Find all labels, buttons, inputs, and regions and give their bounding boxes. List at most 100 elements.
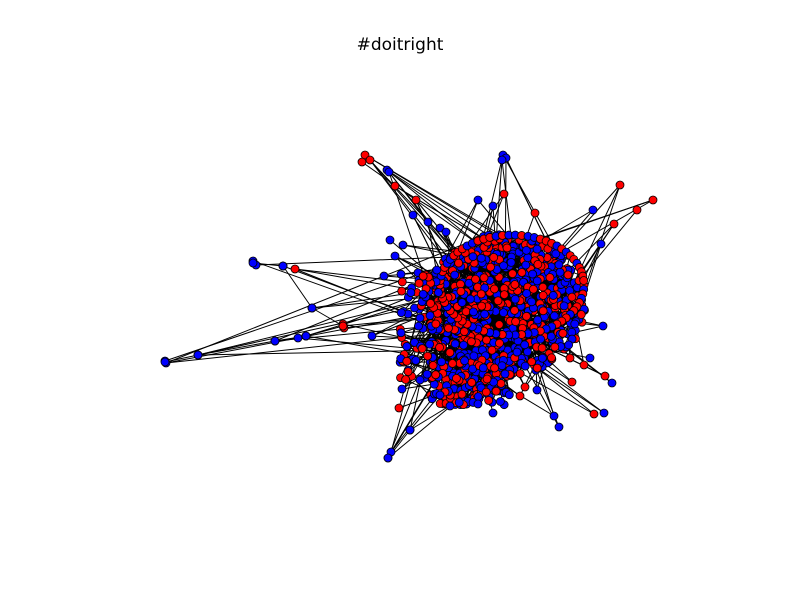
- graph-node-blue: [499, 261, 508, 271]
- graph-node-blue: [488, 201, 498, 211]
- graph-node-blue: [473, 392, 483, 402]
- graph-node-blue: [383, 453, 393, 463]
- graph-node-blue: [473, 195, 483, 205]
- graph-node-blue: [478, 363, 488, 373]
- graph-node-red: [609, 219, 619, 229]
- graph-node-red: [397, 286, 407, 296]
- graph-node-blue: [497, 361, 507, 371]
- graph-node-blue: [555, 267, 565, 277]
- graph-node-blue: [476, 253, 486, 263]
- graph-node-blue: [160, 357, 170, 367]
- graph-node-blue: [521, 245, 531, 255]
- graph-node-blue: [554, 260, 564, 270]
- graph-node-red: [558, 328, 568, 338]
- graph-node-red: [423, 351, 432, 361]
- graph-node-blue: [570, 319, 580, 329]
- graph-node-red: [365, 155, 375, 165]
- graph-node-red: [490, 284, 499, 294]
- graph-node-red: [431, 319, 441, 329]
- graph-node-blue: [367, 331, 377, 341]
- graph-node-blue: [248, 258, 258, 268]
- graph-node-blue: [418, 289, 428, 299]
- graph-node-red: [489, 253, 499, 262]
- graph-node-red: [457, 389, 467, 399]
- graph-node-blue: [536, 334, 546, 344]
- graph-node-red: [567, 292, 577, 302]
- graph-node-red: [589, 409, 599, 419]
- graph-node-blue: [425, 339, 435, 349]
- graph-node-blue: [499, 308, 508, 318]
- graph-node-red: [401, 375, 411, 384]
- graph-node-blue: [512, 347, 522, 357]
- graph-node-blue: [465, 294, 475, 304]
- graph-node-blue: [384, 167, 394, 177]
- graph-node-blue: [193, 350, 203, 360]
- graph-node-blue: [307, 303, 317, 313]
- graph-node-red: [290, 264, 300, 274]
- graph-node-blue: [528, 269, 537, 279]
- graph-node-red: [550, 342, 560, 352]
- graph-node-blue: [510, 294, 520, 304]
- graph-node-red: [461, 307, 471, 317]
- graph-node-red: [579, 360, 589, 370]
- graph-edge: [513, 368, 595, 415]
- graph-node-red: [491, 386, 501, 396]
- graph-node-red: [459, 327, 469, 336]
- graph-node-blue: [549, 411, 559, 421]
- graph-node-red: [648, 195, 658, 205]
- graph-node-blue: [398, 240, 408, 250]
- graph-node-red: [563, 270, 573, 280]
- graph-node-red: [567, 377, 577, 387]
- graph-node-red: [530, 208, 540, 218]
- graph-node-blue: [488, 408, 498, 418]
- graph-node-red: [477, 301, 487, 311]
- graph-node-blue: [549, 311, 559, 321]
- graph-node-blue: [437, 357, 446, 367]
- graph-node-blue: [414, 321, 423, 331]
- graph-node-red: [517, 268, 527, 277]
- graph-node-red: [479, 273, 489, 283]
- graph-node-blue: [564, 340, 574, 350]
- graph-node-blue: [533, 315, 543, 325]
- graph-node-blue: [468, 252, 478, 262]
- graph-node-blue: [396, 269, 406, 279]
- graph-node-blue: [504, 390, 514, 400]
- graph-node-red: [547, 353, 556, 363]
- graph-node-red: [357, 157, 367, 167]
- graph-node-red: [390, 181, 400, 191]
- graph-node-red: [600, 371, 610, 381]
- graph-node-blue: [415, 313, 425, 323]
- graph-node-red: [482, 374, 492, 384]
- graph-node-red: [499, 189, 509, 199]
- graph-node-red: [511, 317, 521, 327]
- graph-node-red: [538, 306, 548, 316]
- graph-node-blue: [532, 244, 542, 254]
- graph-edge: [305, 325, 344, 337]
- graph-node-blue: [293, 333, 303, 343]
- graph-node-red: [508, 269, 517, 279]
- graph-node-red: [495, 338, 504, 348]
- graph-node-red: [615, 180, 625, 190]
- graph-node-blue: [497, 155, 507, 165]
- graph-node-red: [467, 337, 476, 347]
- graph-node-blue: [469, 351, 479, 361]
- graph-node-red: [510, 280, 520, 289]
- graph-node-blue: [522, 288, 532, 298]
- graph-node-red: [520, 382, 530, 392]
- graph-node-red: [487, 345, 497, 355]
- graph-node-red: [476, 289, 486, 299]
- graph-node-blue: [434, 288, 443, 297]
- graph-node-red: [418, 271, 428, 281]
- graph-node-red: [533, 259, 543, 269]
- graph-node-blue: [598, 321, 608, 331]
- graph-node-blue: [454, 398, 464, 407]
- graph-node-blue: [415, 375, 425, 385]
- graph-node-blue: [379, 271, 389, 281]
- graph-node-blue: [435, 223, 445, 233]
- graph-node-blue: [607, 378, 617, 388]
- graph-node-blue: [538, 353, 547, 363]
- graph-node-red: [502, 243, 512, 253]
- graph-edge: [311, 307, 344, 327]
- graph-node-blue: [450, 270, 460, 280]
